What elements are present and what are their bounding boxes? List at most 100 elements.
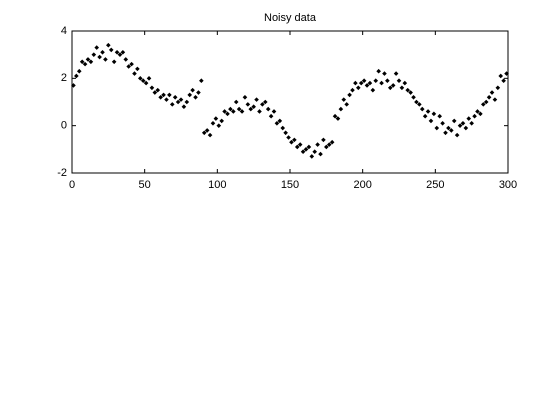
point <box>265 106 271 112</box>
point <box>199 78 204 83</box>
y-tick-label: 0 <box>61 120 67 132</box>
point <box>451 118 457 124</box>
point <box>486 94 492 100</box>
point <box>318 151 323 157</box>
point <box>175 99 181 105</box>
point <box>356 85 361 91</box>
point <box>184 99 190 105</box>
point <box>321 137 326 143</box>
point <box>501 78 506 83</box>
point <box>364 83 370 88</box>
point <box>71 83 76 88</box>
point <box>335 116 341 121</box>
y-tick-label: 4 <box>61 25 67 37</box>
point <box>74 73 79 79</box>
point <box>396 78 402 83</box>
point <box>280 125 286 131</box>
point <box>260 102 265 107</box>
point <box>82 61 88 67</box>
point <box>417 102 422 107</box>
point <box>341 97 347 102</box>
point <box>344 102 349 107</box>
point <box>248 106 254 112</box>
x-tick-label: 50 <box>139 179 151 191</box>
point <box>382 71 387 76</box>
point <box>135 66 140 72</box>
point <box>79 59 85 65</box>
point <box>204 128 210 133</box>
point <box>187 92 193 98</box>
point <box>123 57 129 62</box>
y-tick-label: -2 <box>57 167 67 179</box>
point <box>297 142 303 147</box>
point <box>411 94 416 100</box>
point <box>277 118 283 124</box>
point <box>126 64 131 69</box>
point <box>367 80 373 86</box>
point <box>152 90 158 95</box>
point <box>210 121 216 126</box>
point <box>358 80 364 86</box>
point <box>472 113 477 119</box>
point <box>385 78 390 83</box>
point <box>419 106 425 112</box>
x-tick-label: 150 <box>281 179 299 191</box>
point <box>338 106 344 112</box>
point <box>181 104 187 110</box>
x-tick-label: 0 <box>69 179 75 191</box>
point <box>97 54 102 60</box>
point <box>478 111 483 117</box>
point <box>292 137 297 143</box>
point <box>440 121 445 126</box>
point <box>422 113 428 119</box>
point <box>207 132 213 138</box>
point <box>76 68 82 74</box>
point <box>425 109 431 114</box>
point <box>428 118 434 124</box>
point <box>216 123 222 128</box>
point <box>193 94 198 100</box>
point <box>289 139 294 145</box>
point <box>480 102 486 107</box>
point <box>498 73 504 79</box>
point <box>283 130 288 136</box>
point <box>239 109 245 114</box>
point <box>85 57 91 62</box>
point <box>233 99 239 105</box>
point <box>129 61 134 67</box>
chart-title: Noisy data <box>264 12 317 24</box>
point <box>469 121 474 126</box>
x-tick-label: 300 <box>499 179 517 191</box>
point <box>326 142 332 147</box>
point <box>236 106 242 112</box>
point <box>329 139 335 145</box>
point <box>300 149 306 154</box>
point <box>149 85 155 91</box>
point <box>379 80 384 86</box>
point <box>106 42 111 48</box>
point <box>376 68 381 74</box>
point <box>437 113 442 119</box>
point <box>393 71 399 76</box>
point <box>158 94 163 100</box>
point <box>231 109 236 114</box>
point <box>489 90 495 95</box>
point <box>114 50 120 55</box>
point <box>324 144 329 150</box>
point <box>172 94 178 100</box>
point <box>446 125 451 131</box>
point <box>143 80 149 86</box>
point <box>286 135 291 140</box>
point <box>460 121 466 126</box>
point <box>164 97 169 102</box>
point <box>196 90 201 95</box>
point <box>350 87 355 93</box>
point <box>431 111 437 117</box>
y-tick-label: 2 <box>61 72 67 84</box>
point <box>347 92 352 98</box>
point <box>132 71 137 76</box>
x-tick-label: 200 <box>353 179 371 191</box>
